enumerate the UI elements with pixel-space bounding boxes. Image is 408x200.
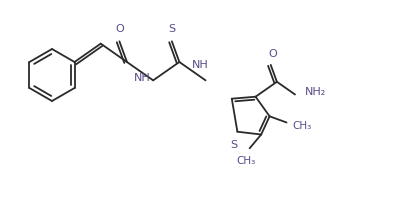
Text: S: S (168, 24, 175, 34)
Text: CH₃: CH₃ (236, 156, 255, 166)
Text: NH₂: NH₂ (305, 87, 326, 97)
Text: CH₃: CH₃ (293, 121, 312, 131)
Text: NH: NH (134, 73, 151, 83)
Text: S: S (230, 140, 237, 150)
Text: NH: NH (192, 60, 209, 70)
Text: O: O (268, 49, 277, 59)
Text: O: O (115, 24, 124, 34)
